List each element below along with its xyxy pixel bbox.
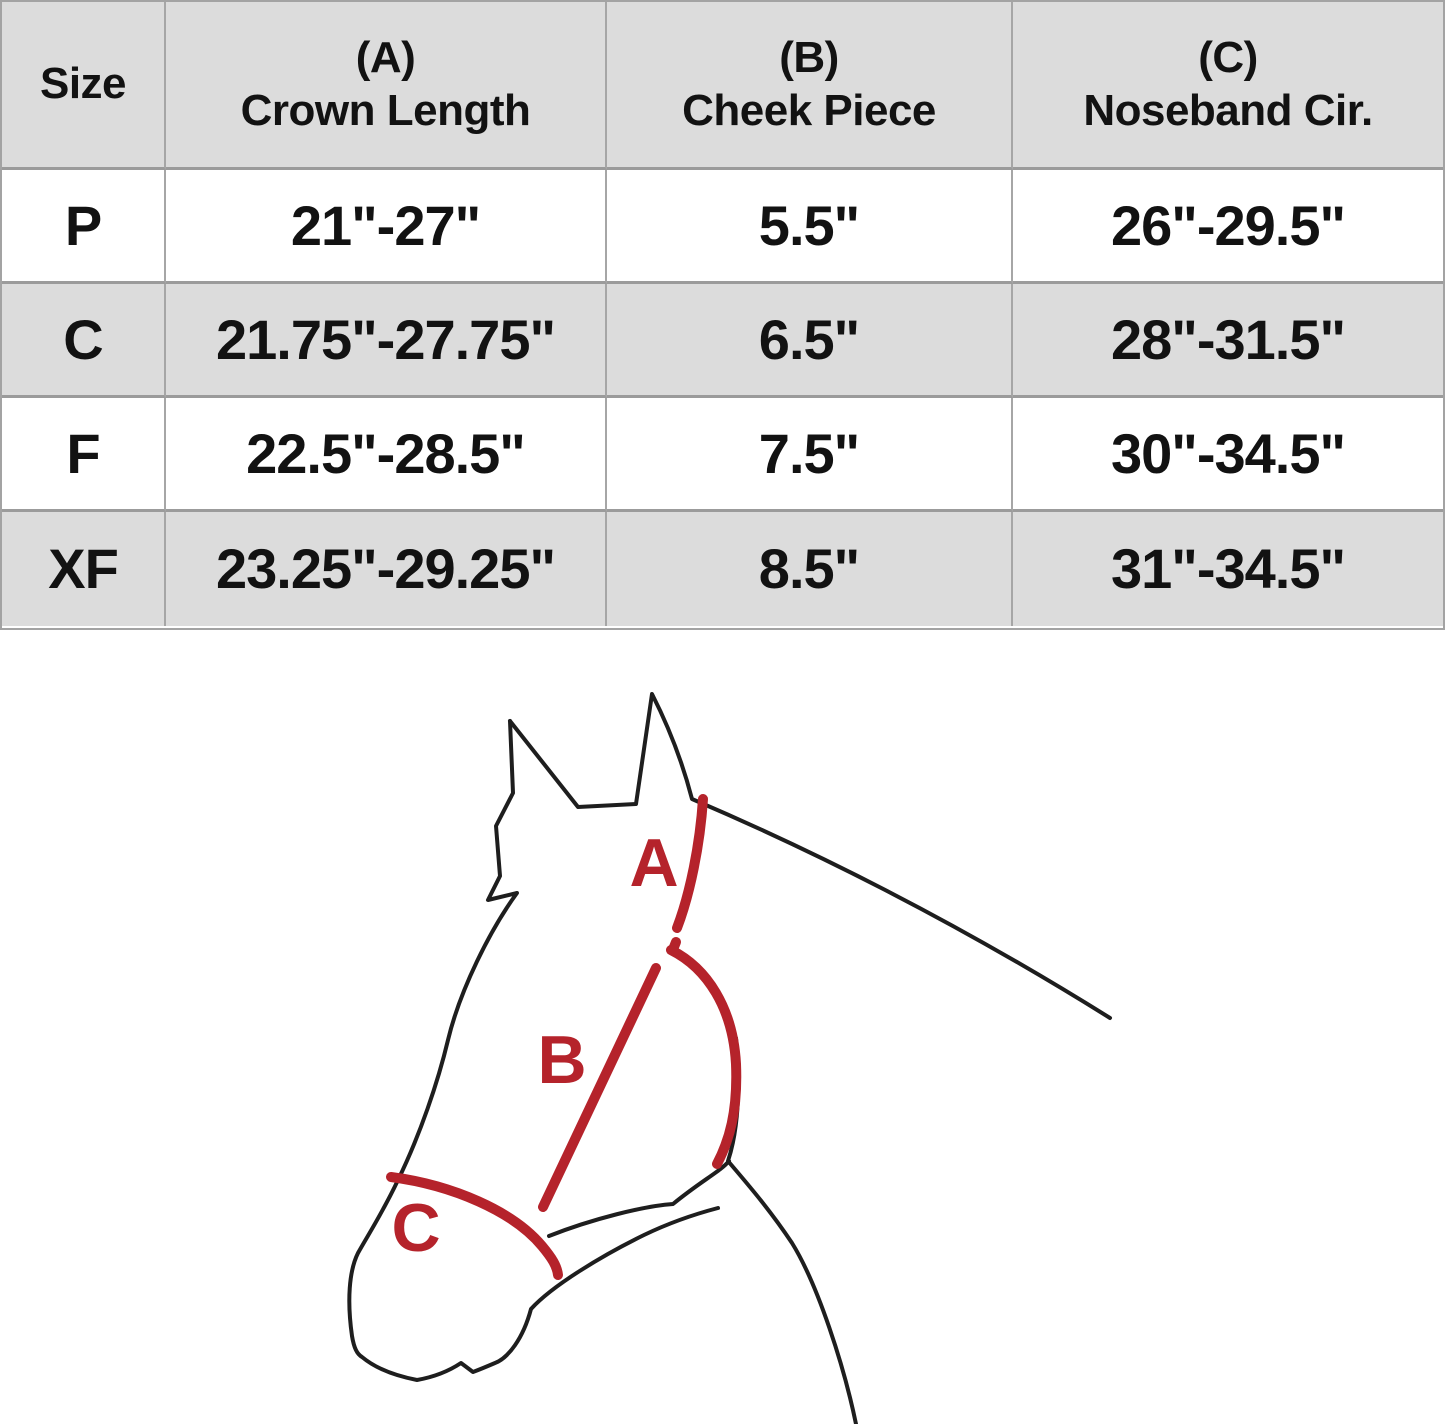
cheek-strap-b	[538, 963, 661, 1212]
label-a-crown: A	[629, 825, 678, 901]
header-cell-size: Size	[2, 2, 166, 170]
row-f-crown-length: 22.5"-28.5"	[166, 398, 607, 512]
row-c-noseband-cir: 28"-31.5"	[1013, 284, 1443, 398]
header-noseband-tag: (C)	[1198, 32, 1258, 82]
row-c-crown-length: 21.75"-27.75"	[166, 284, 607, 398]
label-c-noseband: C	[391, 1190, 440, 1266]
header-cell-noseband: (C) Noseband Cir.	[1013, 2, 1443, 170]
row-f-size: F	[2, 398, 166, 512]
header-cell-crown-length: (A) Crown Length	[166, 2, 607, 170]
crown-strap-a	[672, 794, 708, 933]
row-xf-noseband-cir: 31"-34.5"	[1013, 512, 1443, 626]
row-c-cheek-piece: 6.5"	[607, 284, 1013, 398]
noseband-strap-c	[386, 1172, 563, 1280]
row-f-noseband-cir: 30"-34.5"	[1013, 398, 1443, 512]
header-noseband-label: Noseband Cir.	[1083, 85, 1373, 135]
header-cheek-label: Cheek Piece	[682, 85, 936, 135]
header-crown-label: Crown Length	[240, 85, 531, 135]
row-p-size: P	[2, 170, 166, 284]
label-b-cheek: B	[537, 1022, 586, 1098]
horse-cheek-neck-front-line	[726, 1036, 858, 1424]
header-size-label: Size	[39, 59, 127, 109]
horse-face-outline	[347, 719, 720, 1382]
row-p-cheek-piece: 5.5"	[607, 170, 1013, 284]
horse-throat-line	[547, 1159, 731, 1238]
row-xf-cheek-piece: 8.5"	[607, 512, 1013, 626]
jowl-strap	[666, 945, 742, 1169]
row-p-noseband-cir: 26"-29.5"	[1013, 170, 1443, 284]
row-c-size: C	[2, 284, 166, 398]
row-xf-size: XF	[2, 512, 166, 626]
horse-ears-neck-outline	[508, 692, 1112, 1020]
size-chart-table: Size (A) Crown Length (B) Cheek Piece (C…	[0, 0, 1445, 630]
header-crown-tag: (A)	[355, 32, 416, 82]
row-p-crown-length: 21"-27"	[166, 170, 607, 284]
header-cell-cheek-piece: (B) Cheek Piece	[607, 2, 1013, 170]
horse-head-diagram: A B C	[347, 692, 1112, 1424]
row-xf-crown-length: 23.25"-29.25"	[166, 512, 607, 626]
header-cheek-tag: (B)	[779, 32, 839, 82]
row-f-cheek-piece: 7.5"	[607, 398, 1013, 512]
